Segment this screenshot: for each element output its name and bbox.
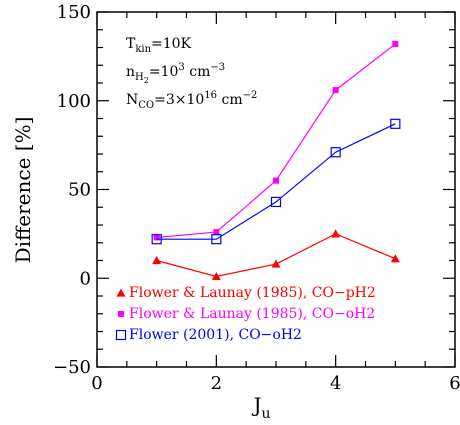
legend-marker (115, 329, 127, 341)
legend-marker (116, 288, 126, 297)
y-tick-label: 100 (57, 91, 91, 112)
data-point (152, 256, 162, 265)
legend-label: Flower & Launay (1985), CO−oH2 (129, 306, 375, 322)
x-tick-label: 4 (330, 373, 341, 394)
y-tick-label: −50 (53, 357, 91, 378)
x-axis-title: Ju (251, 393, 270, 422)
series-3 (151, 118, 401, 245)
data-point (330, 147, 341, 158)
y-tick-label: 150 (57, 2, 91, 23)
legend-item: Flower & Launay (1985), CO−oH2 (118, 306, 375, 322)
series-line (156, 123, 396, 240)
data-point (331, 229, 341, 238)
y-axis-title: Difference [%] (11, 117, 35, 264)
series-line (156, 233, 396, 278)
annotation-line: NCO=3×1016 cm−2 (126, 90, 257, 111)
data-point (211, 234, 222, 245)
data-point (392, 40, 399, 47)
data-point (211, 271, 221, 281)
x-axis-title-sub: u (262, 406, 271, 422)
data-point (332, 87, 339, 94)
legend-item: Flower & Launay (1985), CO−pH2 (116, 285, 376, 301)
data-point (153, 234, 160, 241)
ticks (96, 11, 456, 368)
legend-marker (118, 311, 124, 317)
legend-label: Flower & Launay (1985), CO−pH2 (129, 285, 376, 301)
y-tick-label: 50 (68, 180, 91, 201)
x-tick-label: 6 (449, 373, 460, 394)
legend-item: Flower (2001), CO−oH2 (115, 327, 302, 343)
data-point (270, 196, 282, 208)
legend: Flower & Launay (1985), CO−pH2 Flower & L… (115, 285, 376, 343)
data-point (390, 254, 400, 263)
series-2 (153, 40, 399, 241)
data-point (390, 118, 401, 129)
annotation-line: Tkin=10K (126, 36, 192, 55)
data-point (273, 177, 279, 184)
annotations: Tkin=10K nH2=103 cm−3 NCO=3×1016 cm−2 (126, 36, 257, 111)
series-1 (152, 229, 400, 281)
data-point (271, 259, 281, 268)
data-point (213, 229, 220, 236)
y-tick-label: 0 (80, 268, 91, 289)
x-tick-label: 0 (91, 373, 102, 394)
data-point (151, 234, 162, 245)
annotation-line: nH2=103 cm−3 (126, 62, 225, 85)
x-tick-label: 2 (211, 373, 222, 394)
legend-label: Flower (2001), CO−oH2 (129, 327, 302, 343)
series-group (151, 40, 401, 281)
